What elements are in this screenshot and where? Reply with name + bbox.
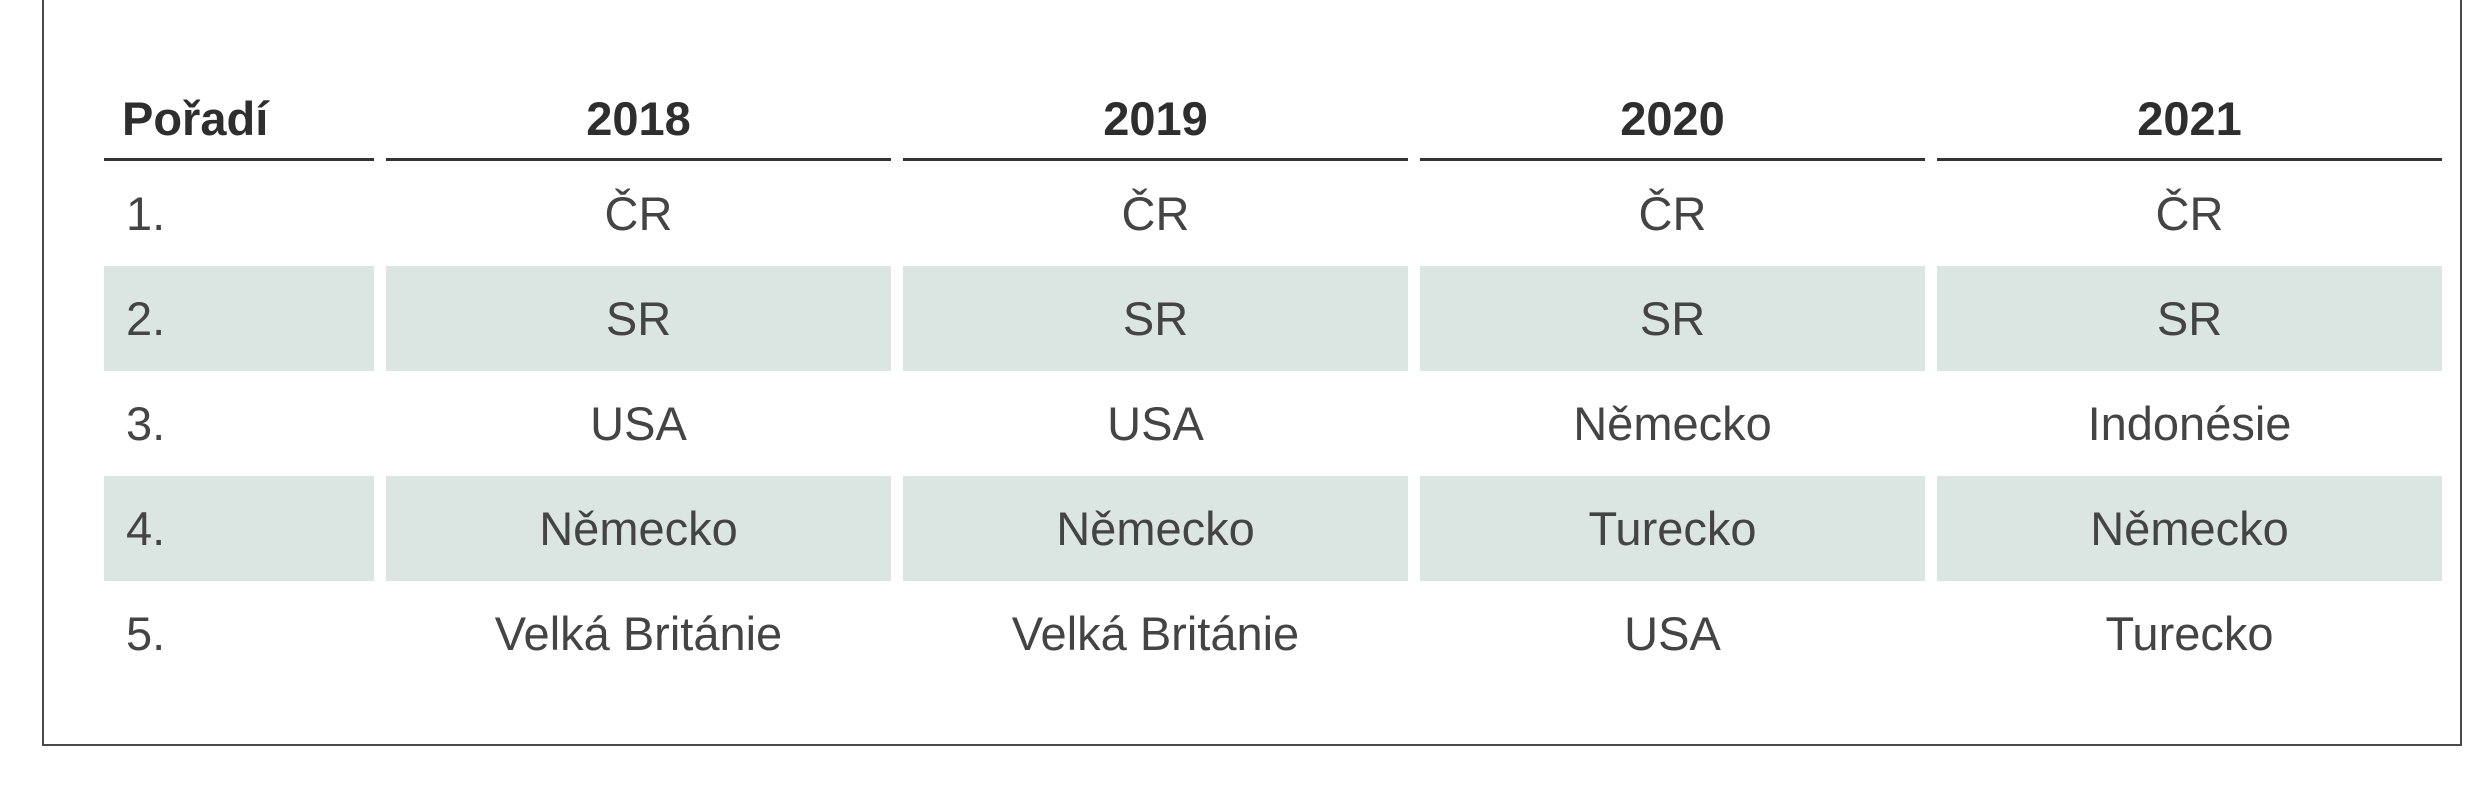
table-header: Pořadí 2018 2019 2020 2021 <box>104 78 2442 161</box>
header-row: Pořadí 2018 2019 2020 2021 <box>104 78 2442 161</box>
rank-cell: 5. <box>126 607 166 660</box>
table-cell: ČR <box>1121 187 1190 240</box>
table-cell: ČR <box>1638 187 1707 240</box>
header-year-2019: 2019 <box>903 78 1408 161</box>
header-rank: Pořadí <box>104 78 374 161</box>
rank-cell: 1. <box>126 187 166 240</box>
table-cell: Velká Británie <box>494 607 783 660</box>
table-cell: ČR <box>2155 187 2224 240</box>
table-cell: USA <box>590 397 687 450</box>
table-cell: SR <box>1937 266 2442 371</box>
table-cell: Německo <box>1573 397 1772 450</box>
rank-cell: 3. <box>126 397 166 450</box>
table-row: 2. SR SR SR SR <box>104 266 2442 371</box>
table-cell: SR <box>903 266 1408 371</box>
rank-cell: 4. <box>104 476 374 581</box>
ranking-table: Pořadí 2018 2019 2020 2021 1. ČR ČR ČR Č… <box>92 78 2454 686</box>
table-cell: Turecko <box>2105 607 2274 660</box>
table-body: 1. ČR ČR ČR ČR 2. SR SR SR SR 3. USA USA… <box>104 161 2442 686</box>
header-year-2021: 2021 <box>1937 78 2442 161</box>
table-cell: ČR <box>604 187 673 240</box>
header-year-2018: 2018 <box>386 78 891 161</box>
table-cell: Německo <box>386 476 891 581</box>
header-year-2020: 2020 <box>1420 78 1925 161</box>
table-cell: USA <box>1624 607 1721 660</box>
table-row: 3. USA USA Německo Indonésie <box>104 371 2442 476</box>
table-cell: USA <box>1107 397 1204 450</box>
table-cell: SR <box>1420 266 1925 371</box>
table-cell: Německo <box>903 476 1408 581</box>
table-cell: Indonésie <box>2087 397 2292 450</box>
table-cell: Velká Británie <box>1011 607 1300 660</box>
table-row: 4. Německo Německo Turecko Německo <box>104 476 2442 581</box>
table-row: 5. Velká Británie Velká Británie USA Tur… <box>104 581 2442 686</box>
table-cell: Německo <box>1937 476 2442 581</box>
table-frame <box>42 0 2462 746</box>
table-row: 1. ČR ČR ČR ČR <box>104 161 2442 266</box>
table-cell: SR <box>386 266 891 371</box>
rank-cell: 2. <box>104 266 374 371</box>
table-cell: Turecko <box>1420 476 1925 581</box>
